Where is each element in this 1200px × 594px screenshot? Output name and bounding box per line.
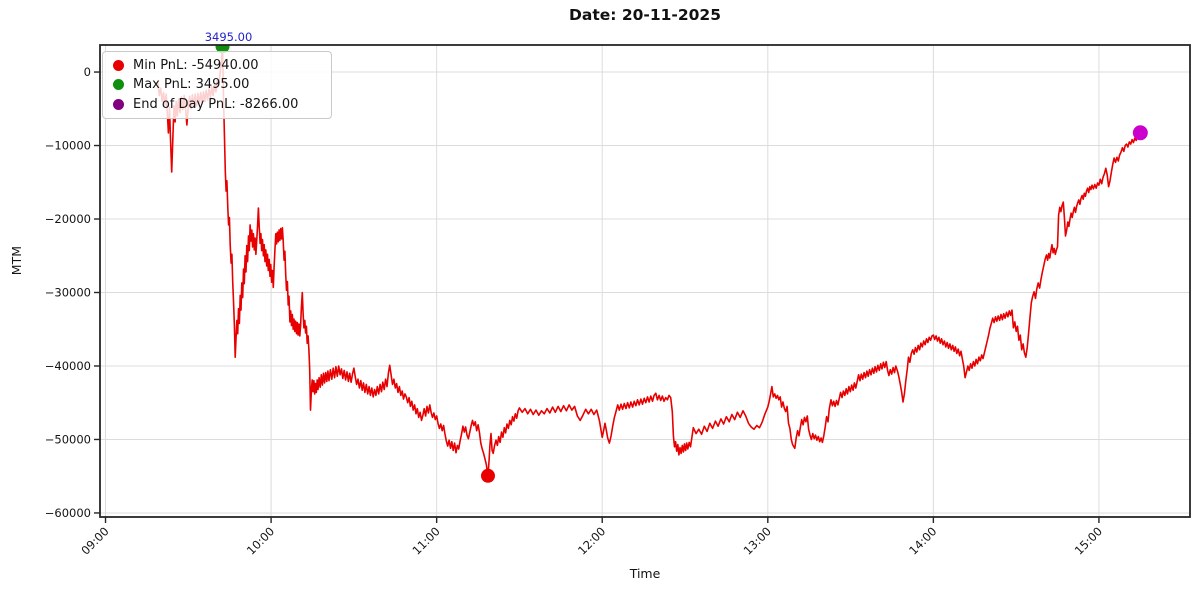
max-pnl-marker-icon (113, 79, 124, 91)
y-tick-label: 0 (84, 65, 91, 79)
legend-item-max: Max PnL: 3495.00 (113, 77, 323, 92)
x-axis-title: Time (629, 566, 661, 581)
end_of_day_pnl-point (1132, 125, 1148, 141)
x-tick-label: 10:00 (244, 524, 277, 557)
min_pnl-point (480, 468, 495, 483)
legend-label-min: Min PnL: -54940.00 (133, 58, 259, 74)
x-tick-label: 11:00 (409, 524, 442, 557)
legend-item-eod: End of Day PnL: -8266.00 (113, 97, 323, 112)
y-tick-label: −50000 (45, 432, 91, 446)
legend-label-max: Max PnL: 3495.00 (133, 77, 250, 93)
x-tick-label: 09:00 (78, 524, 111, 557)
y-axis-title: MTM (9, 246, 24, 276)
legend-label-eod: End of Day PnL: -8266.00 (133, 96, 299, 112)
y-tick-label: −10000 (45, 139, 91, 153)
y-tick-label: −60000 (45, 506, 91, 520)
legend-item-min: Min PnL: -54940.00 (113, 58, 323, 73)
x-tick-label: 14:00 (906, 524, 939, 557)
max-annotation: 3495.00 (204, 30, 253, 44)
y-tick-label: −40000 (45, 359, 91, 373)
y-tick-label: −30000 (45, 286, 91, 300)
x-tick-label: 15:00 (1072, 524, 1105, 557)
y-tick-label: −20000 (45, 212, 91, 226)
legend: Min PnL: -54940.00 Max PnL: 3495.00 End … (102, 51, 332, 119)
x-tick-label: 12:00 (575, 524, 608, 557)
chart-title: Date: 20-11-2025 (569, 6, 721, 24)
x-tick-label: 13:00 (741, 524, 774, 557)
end-of-day-pnl-marker-icon (113, 98, 124, 110)
min-pnl-marker-icon (113, 60, 124, 72)
